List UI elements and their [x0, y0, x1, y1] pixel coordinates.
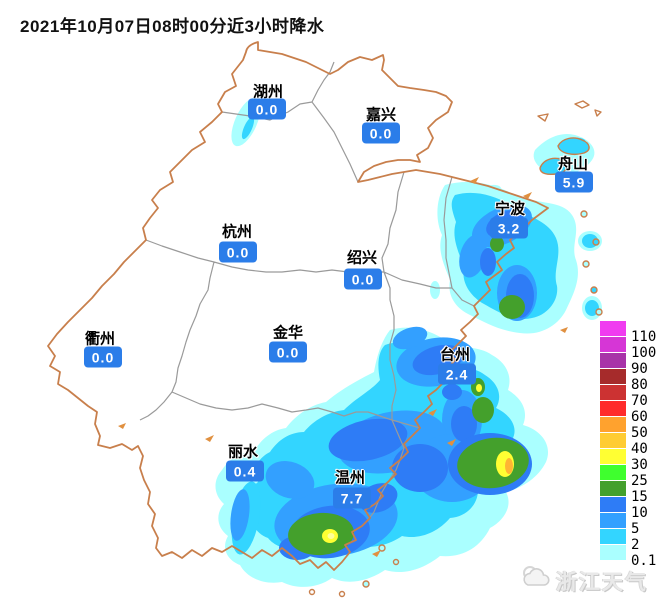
legend-tick: 10	[631, 505, 648, 521]
watermark-text: 浙江天气	[556, 570, 648, 594]
legend-swatch	[600, 321, 626, 337]
legend-swatch	[600, 369, 626, 385]
legend-swatch	[600, 385, 626, 401]
value-box-shaoxing: 0.0	[344, 268, 382, 290]
city-label-shaoxing: 绍兴	[346, 249, 378, 267]
value-box-hangzhou: 0.0	[219, 241, 257, 263]
legend-swatch	[600, 465, 626, 481]
cloud-sun-icon	[518, 563, 552, 598]
value-box-huzhou: 0.0	[248, 98, 286, 120]
legend-tick: 5	[631, 521, 640, 537]
legend-tick: 110	[631, 329, 657, 345]
legend-swatch	[600, 449, 626, 465]
city-label-ningbo: 宁波	[494, 200, 526, 218]
legend-tick: 100	[631, 345, 657, 361]
rain-layer-15mm	[288, 236, 529, 556]
city-label-huzhou: 湖州	[252, 83, 284, 101]
map-title: 2021年10月07日08时00分近3小时降水	[20, 17, 325, 36]
value-box-quzhou: 0.0	[84, 346, 122, 368]
value-box-ningbo: 3.2	[490, 217, 528, 239]
legend-tick: 0.1	[631, 553, 657, 569]
value-box-jinhua: 0.0	[269, 341, 307, 363]
legend-tick: 40	[631, 441, 648, 457]
legend-tick: 25	[631, 473, 648, 489]
legend-swatch	[600, 353, 626, 369]
legend-tick: 15	[631, 489, 648, 505]
islands	[308, 100, 603, 598]
value-box-lishui: 0.4	[226, 460, 264, 482]
coastal-marks	[118, 177, 568, 557]
city-label-jiaxing: 嘉兴	[365, 106, 397, 124]
city-label-lishui: 丽水	[227, 443, 259, 461]
city-label-taizhou: 台州	[439, 346, 471, 364]
province-border	[47, 41, 549, 571]
legend-tick: 70	[631, 393, 648, 409]
legend-tick: 30	[631, 457, 648, 473]
legend-swatch	[600, 545, 626, 561]
legend-swatch	[600, 529, 626, 545]
city-label-jinhua: 金华	[272, 324, 304, 342]
legend-swatch	[600, 481, 626, 497]
legend-swatch	[600, 513, 626, 529]
value-box-wenzhou: 7.7	[333, 487, 371, 509]
legend-swatch	[600, 337, 626, 353]
value-box-jiaxing: 0.0	[362, 122, 400, 144]
legend-tick: 90	[631, 361, 648, 377]
value-box-taizhou: 2.4	[438, 363, 476, 385]
rain-layer-yellow-core	[322, 384, 514, 543]
legend-swatch	[600, 417, 626, 433]
city-label-hangzhou: 杭州	[221, 223, 253, 241]
city-label-wenzhou: 温州	[334, 469, 366, 487]
watermark: 浙江天气	[518, 563, 648, 598]
legend-tick: 50	[631, 425, 648, 441]
legend-tick: 80	[631, 377, 648, 393]
legend-swatch	[600, 401, 626, 417]
city-label-quzhou: 衢州	[84, 330, 116, 348]
legend-swatch	[600, 497, 626, 513]
legend-swatch	[600, 433, 626, 449]
value-box-zhoushan: 5.9	[555, 171, 593, 193]
legend-tick: 60	[631, 409, 648, 425]
city-label-zhoushan: 舟山	[557, 155, 589, 173]
legend-tick: 2	[631, 537, 640, 553]
